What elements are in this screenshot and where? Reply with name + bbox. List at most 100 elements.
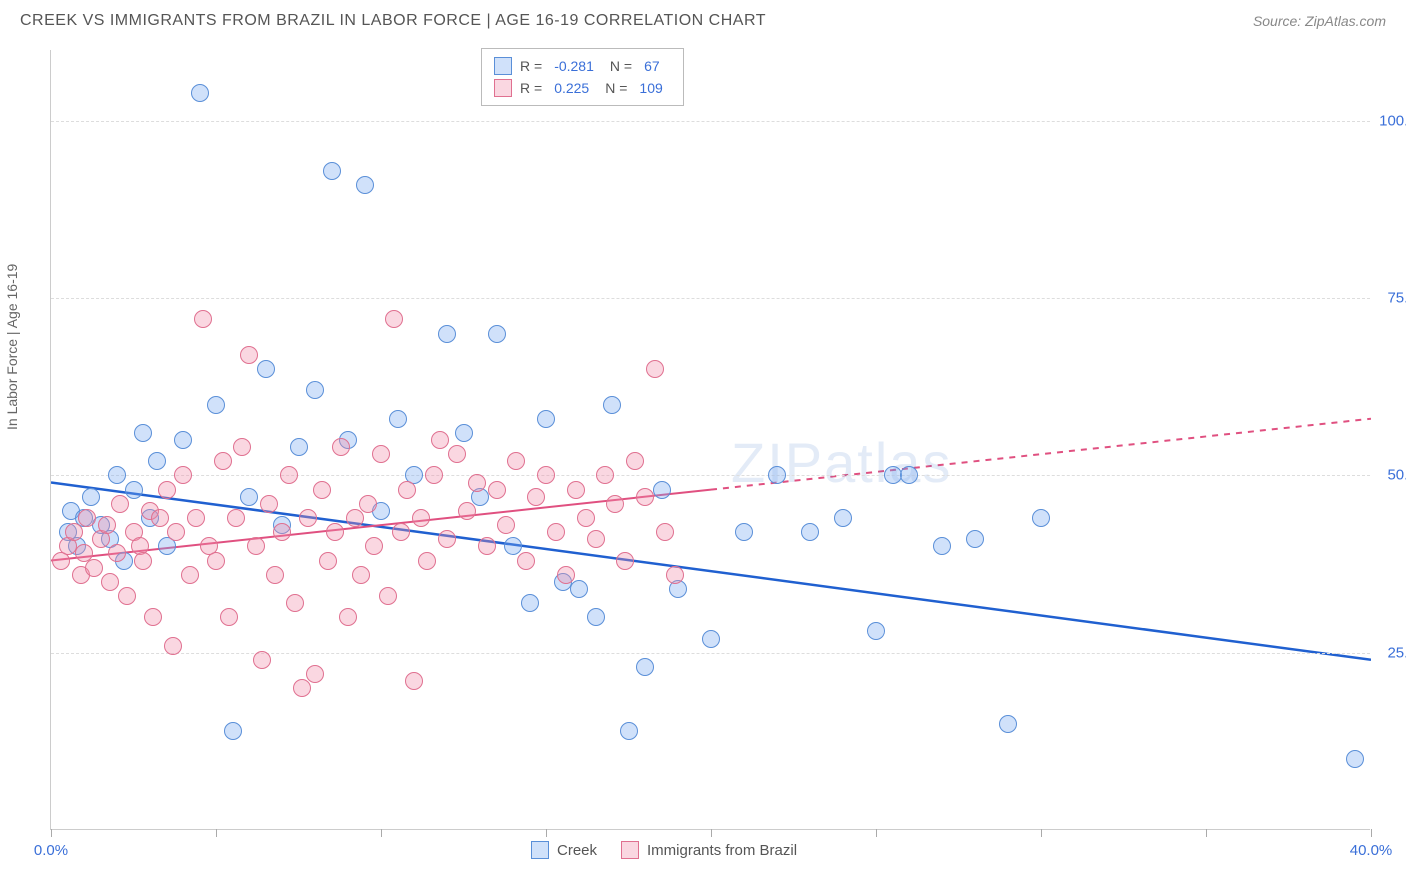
data-point [656, 523, 674, 541]
x-tick [876, 829, 877, 837]
legend-swatch [531, 841, 549, 859]
data-point [801, 523, 819, 541]
legend-r-label: R = [520, 80, 542, 96]
x-tick-label: 0.0% [34, 842, 68, 859]
data-point [108, 544, 126, 562]
data-point [151, 509, 169, 527]
watermark-thin: atlas [824, 431, 952, 494]
chart-title: CREEK VS IMMIGRANTS FROM BRAZIL IN LABOR… [20, 12, 766, 30]
series-name: Immigrants from Brazil [647, 842, 797, 859]
data-point [158, 481, 176, 499]
data-point [768, 466, 786, 484]
data-point [313, 481, 331, 499]
data-point [352, 566, 370, 584]
data-point [240, 346, 258, 364]
data-point [636, 488, 654, 506]
data-point [488, 325, 506, 343]
data-point [164, 637, 182, 655]
data-point [85, 559, 103, 577]
data-point [111, 495, 129, 513]
data-point [260, 495, 278, 513]
source-attribution: Source: ZipAtlas.com [1253, 13, 1386, 29]
data-point [603, 396, 621, 414]
data-point [257, 360, 275, 378]
data-point [834, 509, 852, 527]
data-point [478, 537, 496, 555]
x-tick [711, 829, 712, 837]
data-point [418, 552, 436, 570]
data-point [194, 310, 212, 328]
legend-r-value: 0.225 [554, 80, 589, 96]
data-point [224, 722, 242, 740]
data-point [326, 523, 344, 541]
x-tick-label: 40.0% [1350, 842, 1393, 859]
x-tick [381, 829, 382, 837]
data-point [207, 552, 225, 570]
data-point [517, 552, 535, 570]
y-tick-label: 75.0% [1387, 290, 1406, 307]
data-point [468, 474, 486, 492]
data-point [620, 722, 638, 740]
data-point [606, 495, 624, 513]
data-point [306, 665, 324, 683]
data-point [346, 509, 364, 527]
data-point [1346, 750, 1364, 768]
data-point [431, 431, 449, 449]
data-point [900, 466, 918, 484]
data-point [148, 452, 166, 470]
data-point [458, 502, 476, 520]
data-point [233, 438, 251, 456]
y-tick-label: 50.0% [1387, 467, 1406, 484]
data-point [412, 509, 430, 527]
data-point [448, 445, 466, 463]
data-point [455, 424, 473, 442]
data-point [735, 523, 753, 541]
data-point [507, 452, 525, 470]
gridline [51, 475, 1370, 476]
legend-row: R =0.225N =109 [494, 77, 671, 99]
data-point [134, 424, 152, 442]
data-point [537, 466, 555, 484]
data-point [134, 552, 152, 570]
data-point [227, 509, 245, 527]
data-point [438, 325, 456, 343]
data-point [504, 537, 522, 555]
data-point [108, 466, 126, 484]
gridline [51, 298, 1370, 299]
data-point [174, 466, 192, 484]
data-point [666, 566, 684, 584]
data-point [273, 523, 291, 541]
x-tick [216, 829, 217, 837]
data-point [65, 523, 83, 541]
data-point [626, 452, 644, 470]
data-point [389, 410, 407, 428]
data-point [365, 537, 383, 555]
data-point [497, 516, 515, 534]
data-point [372, 445, 390, 463]
data-point [567, 481, 585, 499]
watermark: ZIPatlas [731, 430, 952, 495]
legend-n-value: 109 [639, 80, 662, 96]
y-tick-label: 100.0% [1379, 112, 1406, 129]
data-point [319, 552, 337, 570]
x-tick [546, 829, 547, 837]
data-point [1032, 509, 1050, 527]
data-point [702, 630, 720, 648]
data-point [187, 509, 205, 527]
data-point [867, 622, 885, 640]
data-point [356, 176, 374, 194]
x-tick [1371, 829, 1372, 837]
scatter-chart: ZIPatlas R =-0.281N =67R =0.225N =109 Cr… [50, 50, 1370, 830]
gridline [51, 121, 1370, 122]
data-point [527, 488, 545, 506]
y-axis-label: In Labor Force | Age 16-19 [4, 264, 20, 430]
data-point [240, 488, 258, 506]
data-point [547, 523, 565, 541]
legend-r-label: R = [520, 58, 542, 74]
data-point [587, 530, 605, 548]
data-point [999, 715, 1017, 733]
data-point [167, 523, 185, 541]
data-point [488, 481, 506, 499]
data-point [293, 679, 311, 697]
data-point [339, 608, 357, 626]
